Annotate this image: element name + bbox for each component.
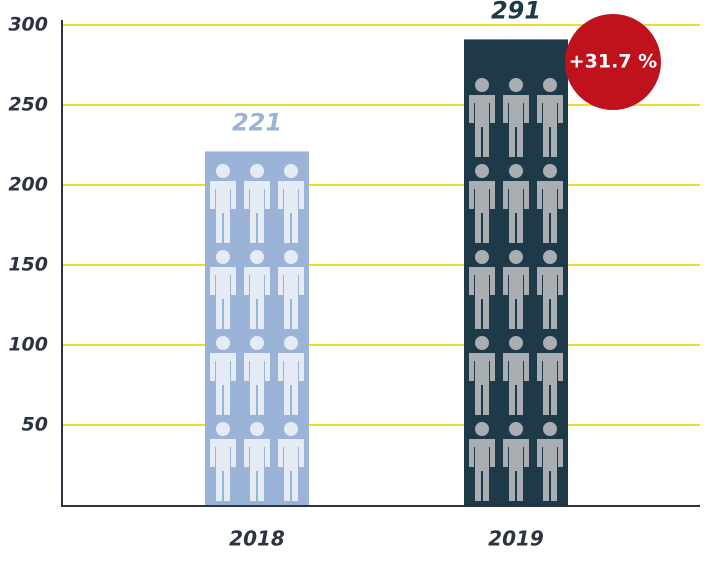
value-label: 291 — [491, 0, 541, 24]
value-label: 221 — [232, 108, 282, 136]
person-icon — [284, 336, 298, 350]
person-icon — [284, 164, 298, 178]
person-icon — [216, 250, 230, 264]
person-icon — [244, 181, 270, 243]
person-icon — [543, 422, 557, 436]
person-icon — [210, 353, 236, 415]
person-icon — [469, 267, 495, 329]
person-icon — [278, 353, 304, 415]
person-icon — [503, 439, 529, 501]
person-icon — [284, 422, 298, 436]
person-icon — [469, 181, 495, 243]
person-icon — [543, 164, 557, 178]
y-tick-label: 50 — [22, 414, 48, 436]
person-icon — [284, 250, 298, 264]
person-icon — [509, 422, 523, 436]
person-icon — [469, 439, 495, 501]
person-icon — [278, 439, 304, 501]
person-icon — [469, 353, 495, 415]
person-icon — [509, 336, 523, 350]
person-icon — [503, 95, 529, 157]
person-icon — [250, 164, 264, 178]
grid — [62, 24, 700, 426]
person-icon — [543, 336, 557, 350]
person-icon — [543, 78, 557, 92]
person-icon — [503, 181, 529, 243]
person-icon — [475, 336, 489, 350]
y-tick-label: 250 — [8, 94, 48, 116]
person-icon — [210, 439, 236, 501]
person-icon — [475, 78, 489, 92]
person-icon — [503, 353, 529, 415]
person-icon — [244, 439, 270, 501]
y-tick-label: 150 — [8, 254, 48, 276]
person-icon — [537, 181, 563, 243]
bars — [205, 39, 568, 506]
person-icon — [210, 181, 236, 243]
person-icon — [537, 267, 563, 329]
person-icon — [475, 422, 489, 436]
y-tick-label: 100 — [8, 334, 48, 356]
person-icon — [509, 164, 523, 178]
person-icon — [244, 353, 270, 415]
x-tick-label: 2018 — [229, 527, 285, 551]
person-icon — [509, 78, 523, 92]
person-icon — [503, 267, 529, 329]
person-icon — [216, 164, 230, 178]
person-icon — [537, 95, 563, 157]
person-icon — [537, 439, 563, 501]
person-icon — [210, 267, 236, 329]
person-icon — [250, 336, 264, 350]
person-icons — [210, 164, 304, 501]
person-icon — [216, 336, 230, 350]
person-icon — [244, 267, 270, 329]
annotation-badge — [565, 14, 661, 110]
person-icon — [250, 422, 264, 436]
person-icon — [216, 422, 230, 436]
person-icon — [278, 267, 304, 329]
y-tick-label: 300 — [8, 14, 48, 36]
person-icon — [250, 250, 264, 264]
person-icon — [278, 181, 304, 243]
person-icon — [543, 250, 557, 264]
person-icons — [469, 78, 563, 501]
annotation: +31.7 % — [569, 51, 657, 73]
y-tick-label: 200 — [8, 174, 48, 196]
person-icon — [509, 250, 523, 264]
person-icon — [537, 353, 563, 415]
x-tick-label: 2019 — [488, 527, 544, 551]
person-icon — [475, 250, 489, 264]
person-icon — [475, 164, 489, 178]
person-icon — [469, 95, 495, 157]
